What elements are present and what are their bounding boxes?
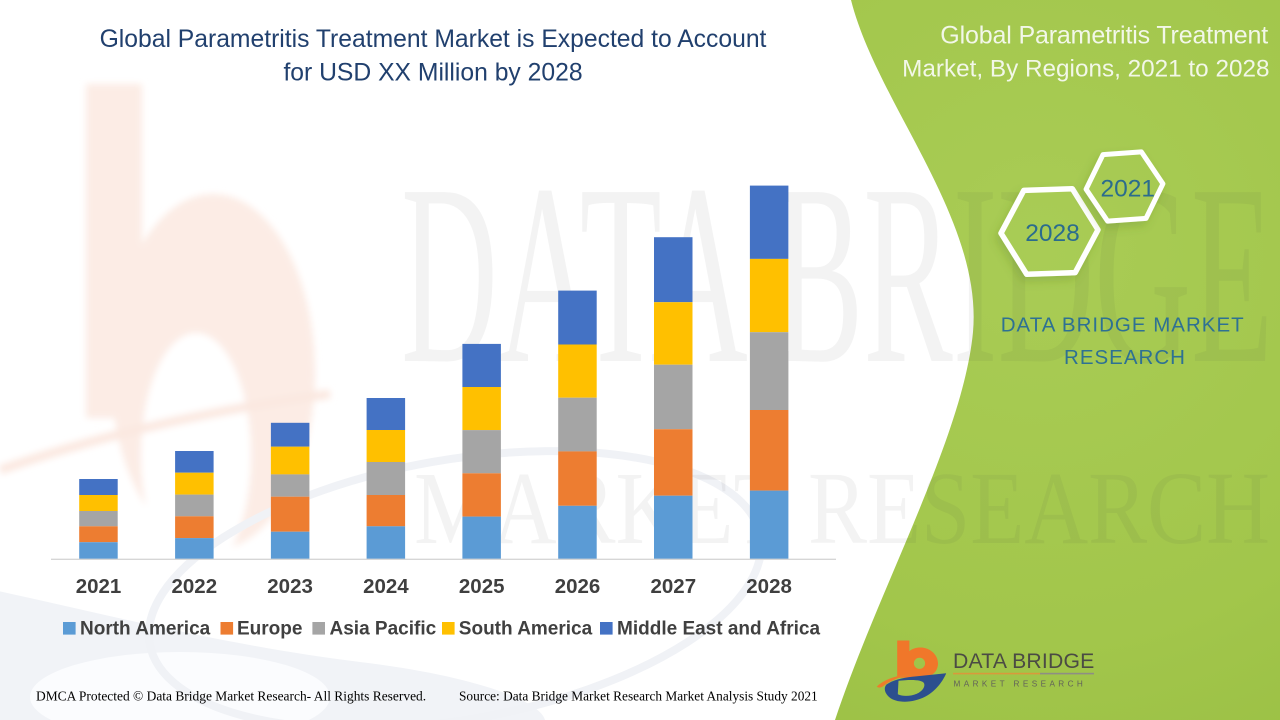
svg-text:South America: South America	[459, 619, 593, 640]
svg-text:Global Parametritis Treatment: Global Parametritis Treatment	[940, 22, 1268, 50]
svg-text:for USD XX Million by 2028: for USD XX Million by 2028	[283, 60, 582, 87]
svg-text:2028: 2028	[746, 575, 792, 598]
svg-text:Source: Data Bridge Market Res: Source: Data Bridge Market Research Mark…	[459, 689, 818, 704]
svg-text:Global Parametritis Treatment: Global Parametritis Treatment Market is …	[100, 26, 767, 53]
svg-text:2022: 2022	[171, 575, 217, 598]
svg-text:Middle East and Africa: Middle East and Africa	[617, 619, 820, 640]
svg-text:Market, By Regions, 2021 to 20: Market, By Regions, 2021 to 2028	[902, 55, 1269, 82]
svg-text:MARKET RESEARCH: MARKET RESEARCH	[954, 680, 1087, 689]
svg-text:Asia Pacific: Asia Pacific	[330, 619, 437, 640]
svg-text:DATA BRIDGE MARKET: DATA BRIDGE MARKET	[1001, 314, 1245, 337]
svg-text:RESEARCH: RESEARCH	[1064, 346, 1186, 369]
svg-text:North America: North America	[80, 619, 211, 640]
svg-text:2028: 2028	[1025, 220, 1080, 247]
svg-text:2025: 2025	[459, 575, 505, 598]
svg-text:2026: 2026	[555, 575, 601, 598]
svg-text:MARKET RESEARCH: MARKET RESEARCH	[414, 451, 1270, 566]
svg-text:DATA BRIDGE: DATA BRIDGE	[953, 650, 1095, 673]
svg-text:2023: 2023	[267, 575, 313, 598]
svg-text:DMCA Protected © Data Bridge M: DMCA Protected © Data Bridge Market Rese…	[36, 689, 426, 704]
svg-text:2021: 2021	[76, 575, 122, 598]
svg-text:Europe: Europe	[237, 619, 302, 640]
svg-text:2027: 2027	[650, 575, 696, 598]
svg-text:2021: 2021	[1100, 176, 1155, 203]
svg-text:2024: 2024	[363, 575, 409, 598]
